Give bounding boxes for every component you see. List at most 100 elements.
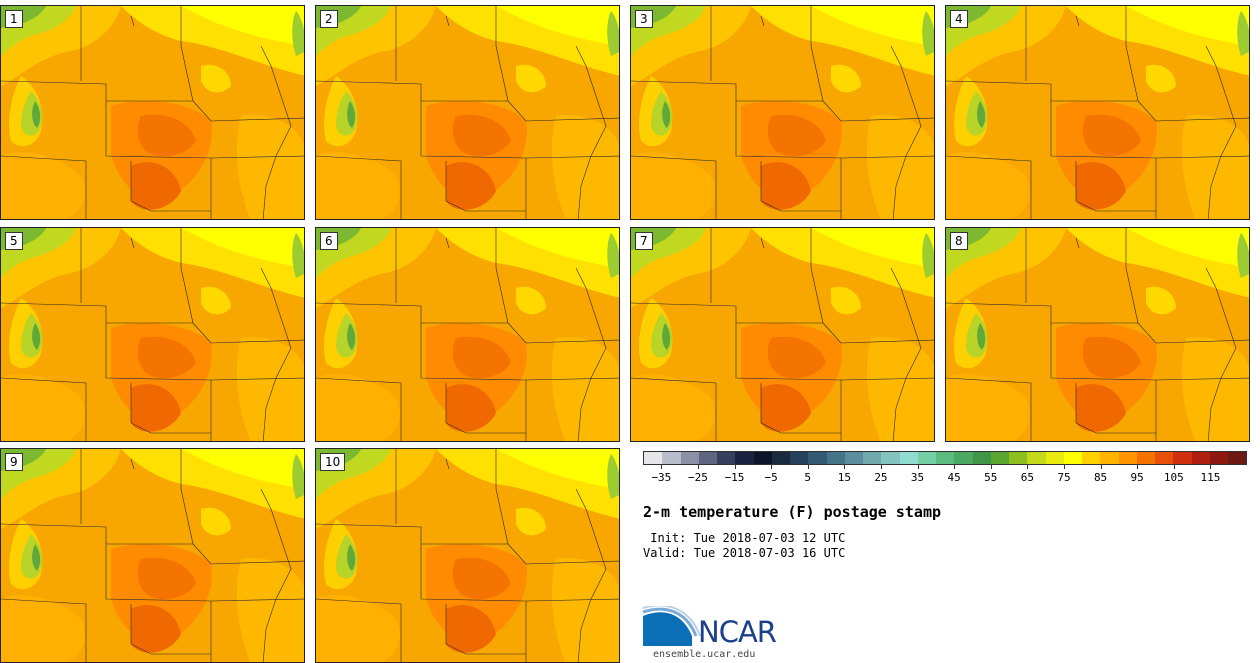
- logo-text: NCAR: [698, 615, 777, 649]
- colorbar-tick: [1100, 465, 1102, 469]
- colorbar-tick: [1063, 465, 1065, 469]
- colorbar-tick: [1173, 465, 1175, 469]
- colorbar-tick: [734, 465, 736, 469]
- colorbar-cell: [1063, 452, 1082, 464]
- colorbar-tick-label: −25: [687, 471, 708, 484]
- colorbar-tick-label: −5: [764, 471, 778, 484]
- colorbar-cell: [936, 452, 955, 464]
- colorbar-tick-label: 55: [984, 471, 998, 484]
- stamp-panel: 3: [630, 5, 935, 220]
- colorbar-cell: [790, 452, 809, 464]
- member-number: 9: [5, 453, 23, 471]
- member-number: 3: [635, 10, 653, 28]
- chart-title: 2-m temperature (F) postage stamp: [643, 503, 942, 521]
- colorbar-cell: [917, 452, 936, 464]
- colorbar-cell: [1191, 452, 1210, 464]
- colorbar-cell: [1118, 452, 1137, 464]
- colorbar-cell: [1209, 452, 1228, 464]
- colorbar-tick-label: 25: [874, 471, 888, 484]
- stamp-panel: 4: [945, 5, 1250, 220]
- stamp-panel: 1: [0, 5, 305, 220]
- colorbar-tick: [844, 465, 846, 469]
- member-number: 7: [635, 232, 653, 250]
- colorbar-cell: [990, 452, 1009, 464]
- colorbar-tick-label: 65: [1020, 471, 1034, 484]
- colorbar-cell: [680, 452, 699, 464]
- colorbar-tick-label: 45: [947, 471, 961, 484]
- colorbar-tick: [880, 465, 882, 469]
- temperature-map: [946, 228, 1249, 441]
- colorbar-cell: [972, 452, 991, 464]
- colorbar-tick: [1210, 465, 1212, 469]
- colorbar-tick: [1137, 465, 1139, 469]
- colorbar-tick: [990, 465, 992, 469]
- colorbar-tick-label: −15: [724, 471, 745, 484]
- member-number: 6: [320, 232, 338, 250]
- valid-time: Valid: Tue 2018-07-03 16 UTC: [643, 546, 846, 560]
- colorbar-cell: [1173, 452, 1192, 464]
- colorbar-cell: [1155, 452, 1174, 464]
- colorbar-cell: [771, 452, 790, 464]
- colorbar-tick-label: 15: [837, 471, 851, 484]
- init-time: Init: Tue 2018-07-03 12 UTC: [643, 531, 846, 545]
- colorbar-cell: [1045, 452, 1064, 464]
- colorbar-tick: [954, 465, 956, 469]
- colorbar-cell: [662, 452, 681, 464]
- colorbar-cell: [1100, 452, 1119, 464]
- member-number: 4: [950, 10, 968, 28]
- stamp-panel: 9: [0, 448, 305, 663]
- stamp-panel: 5: [0, 227, 305, 442]
- temperature-map: [316, 228, 619, 441]
- colorbar-tick: [1027, 465, 1029, 469]
- colorbar-cell: [1082, 452, 1101, 464]
- temperature-map: [316, 6, 619, 219]
- colorbar-cell: [1009, 452, 1028, 464]
- site-url: ensemble.ucar.edu: [653, 649, 756, 660]
- member-number: 8: [950, 232, 968, 250]
- member-number: 10: [320, 453, 346, 471]
- colorbar-tick-label: −35: [651, 471, 672, 484]
- ncar-logo-icon: [642, 606, 701, 646]
- colorbar-cell: [1136, 452, 1155, 464]
- colorbar-cell: [863, 452, 882, 464]
- colorbar-cell: [644, 452, 663, 464]
- colorbar-cell: [844, 452, 863, 464]
- stamp-panel: 6: [315, 227, 620, 442]
- colorbar-tick-label: 95: [1130, 471, 1144, 484]
- temperature-map: [631, 6, 934, 219]
- colorbar-cell: [698, 452, 717, 464]
- temperature-map: [1, 449, 304, 662]
- colorbar-tick: [697, 465, 699, 469]
- colorbar-tick: [771, 465, 773, 469]
- colorbar-cell: [1228, 452, 1247, 464]
- colorbar-cell: [808, 452, 827, 464]
- temperature-map: [946, 6, 1249, 219]
- colorbar-cell: [753, 452, 772, 464]
- stamp-panel: 8: [945, 227, 1250, 442]
- stamp-panel: 7: [630, 227, 935, 442]
- temperature-map: [1, 6, 304, 219]
- member-number: 2: [320, 10, 338, 28]
- colorbar-cell: [735, 452, 754, 464]
- stamp-panel: 10: [315, 448, 620, 663]
- colorbar-tick-label: 115: [1200, 471, 1221, 484]
- colorbar-cell: [1027, 452, 1046, 464]
- temperature-map: [316, 449, 619, 662]
- colorbar-tick-label: 75: [1057, 471, 1071, 484]
- temperature-map: [1, 228, 304, 441]
- colorbar-tick-label: 35: [910, 471, 925, 484]
- colorbar-tick: [917, 465, 919, 469]
- colorbar-tick-label: 85: [1093, 471, 1108, 484]
- colorbar-cell: [881, 452, 900, 464]
- stamp-panel: 2: [315, 5, 620, 220]
- colorbar-cell: [899, 452, 918, 464]
- colorbar-tick-label: 5: [804, 471, 812, 484]
- colorbar-cell: [954, 452, 973, 464]
- colorbar-ticks: −35 −25 −15 −5 5 15 25 35 45 55 65 75 85 95 105 115: [643, 465, 1247, 489]
- colorbar-tick: [661, 465, 663, 469]
- temperature-map: [631, 228, 934, 441]
- colorbar-cell: [717, 452, 736, 464]
- colorbar-tick-label: 105: [1163, 471, 1184, 484]
- colorbar-cell: [826, 452, 845, 464]
- colorbar-tick: [807, 465, 809, 469]
